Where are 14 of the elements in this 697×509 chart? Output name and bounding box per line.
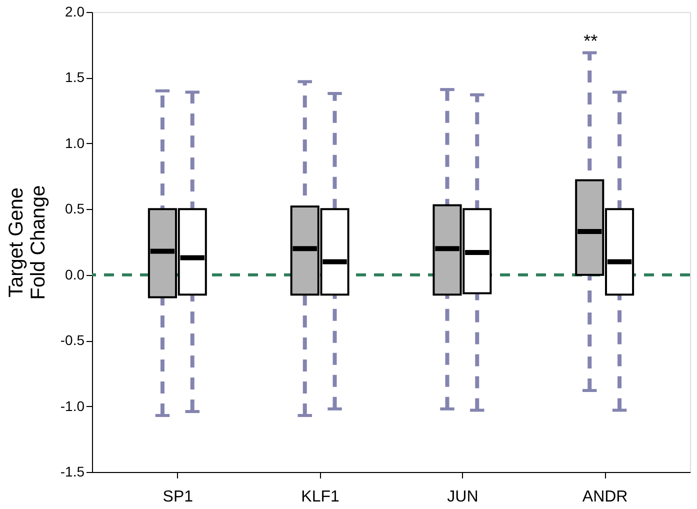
x-tick-label: JUN xyxy=(447,488,478,506)
x-tick-label: KLF1 xyxy=(301,488,340,506)
y-tick-label: -0.5 xyxy=(60,332,85,348)
x-tick-label: SP1 xyxy=(162,488,194,506)
y-tick-label: -1.5 xyxy=(60,464,85,480)
y-tick-label: 0.5 xyxy=(65,200,85,217)
y-tick-label: 1.5 xyxy=(65,69,85,86)
x-tick-label: ANDR xyxy=(582,488,628,506)
y-axis-title: Target Gene Fold Change xyxy=(5,185,50,300)
y-tick-label: 0.0 xyxy=(65,266,85,282)
y-tick-label: 2.0 xyxy=(65,4,85,20)
annotation: ** xyxy=(584,31,598,51)
y-tick-label: -1.0 xyxy=(60,398,85,414)
y-tick-label: 1.0 xyxy=(65,134,85,151)
